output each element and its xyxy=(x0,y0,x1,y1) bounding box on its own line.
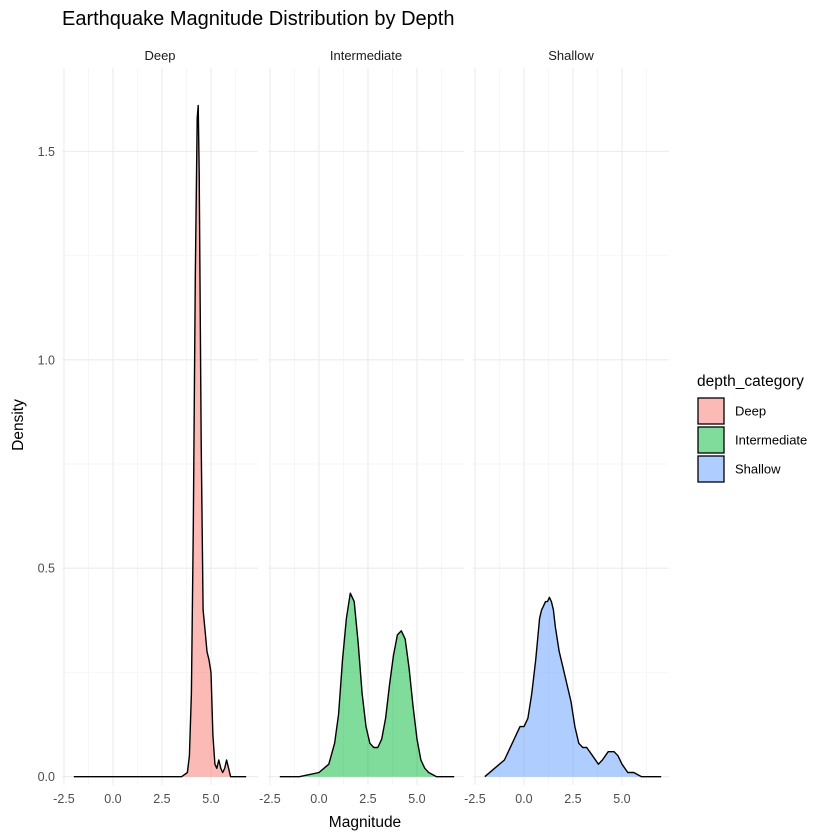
legend-label-deep: Deep xyxy=(735,404,766,419)
x-tick-label: 2.5 xyxy=(153,792,170,806)
legend-title: depth_category xyxy=(697,373,804,390)
facet-panel-deep: Deep -2.5 0.0 2.5 5.0 xyxy=(53,48,258,806)
x-tick-label: 0.0 xyxy=(104,792,121,806)
facet-panel-intermediate: Intermediate -2.5 0.0 2.5 5.0 xyxy=(259,48,464,806)
x-tick-label: 0.0 xyxy=(310,792,327,806)
facet-label-shallow: Shallow xyxy=(548,48,594,63)
x-tick-label: 2.5 xyxy=(359,792,376,806)
density-area-intermediate xyxy=(279,593,455,777)
x-tick-label: 0.0 xyxy=(515,792,532,806)
facet-label-deep: Deep xyxy=(144,48,175,63)
x-tick-label: 5.0 xyxy=(408,792,425,806)
y-tick-label: 1.5 xyxy=(38,145,55,159)
x-tick-label: -2.5 xyxy=(53,792,75,806)
density-area-shallow xyxy=(484,597,662,777)
y-axis-title: Density xyxy=(10,399,27,451)
chart-title: Earthquake Magnitude Distribution by Dep… xyxy=(62,8,454,30)
x-tick-label: -2.5 xyxy=(259,792,281,806)
facet-panel-shallow: Shallow -2.5 0.0 2.5 5.0 xyxy=(464,48,669,806)
x-tick-label: 5.0 xyxy=(202,792,219,806)
density-line-deep xyxy=(73,104,247,778)
legend-key-deep xyxy=(697,397,725,425)
density-area-deep xyxy=(73,105,247,777)
legend-label-intermediate: Intermediate xyxy=(735,433,807,448)
density-line-intermediate xyxy=(279,592,455,778)
legend: depth_category Deep Intermediate Shallow xyxy=(697,373,807,483)
x-tick-label: 5.0 xyxy=(613,792,630,806)
x-tick-label: 2.5 xyxy=(564,792,581,806)
legend-label-shallow: Shallow xyxy=(735,462,781,477)
legend-key-intermediate xyxy=(697,426,725,454)
y-tick-label: 1.0 xyxy=(38,353,55,367)
y-tick-label: 0.0 xyxy=(38,770,55,784)
density-line-shallow xyxy=(484,596,662,778)
facet-panels: Deep -2.5 0.0 2.5 5.0 Intermediate -2.5 0.0 2.5 5… xyxy=(38,48,669,806)
legend-key-shallow xyxy=(697,455,725,483)
x-axis-title: Magnitude xyxy=(329,814,401,831)
facet-label-intermediate: Intermediate xyxy=(330,48,402,63)
y-tick-label: 0.5 xyxy=(38,562,55,576)
x-tick-label: -2.5 xyxy=(464,792,486,806)
